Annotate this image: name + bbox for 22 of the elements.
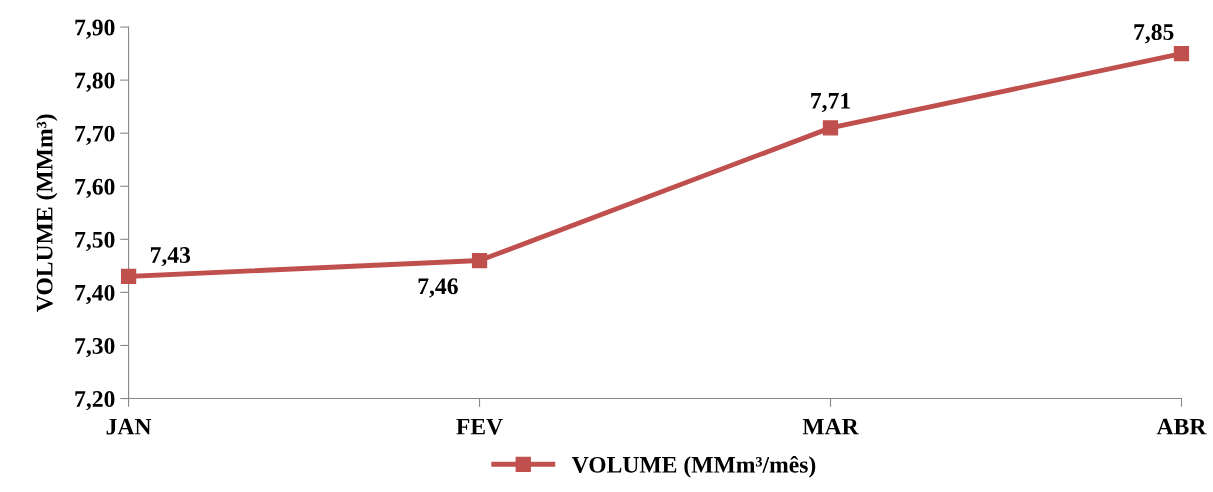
point (471, 252, 488, 269)
x-tick-label: JAN (106, 418, 152, 435)
x-tick-label: FEV (456, 418, 503, 435)
y-tick-label: 7,30 (75, 337, 115, 358)
legend-label: VOLUME (MMm³/mês) (571, 455, 816, 478)
y-tick-label: 7,90 (75, 19, 115, 39)
data-label: 7,43 (150, 247, 191, 267)
data-label: 7,71 (811, 92, 850, 113)
y-tick-label: 7,50 (75, 231, 115, 252)
y-tick-label: 7,20 (75, 391, 115, 411)
y-axis-title: VOLUME (MMm³) (35, 114, 58, 312)
data-label: 7,85 (1134, 24, 1174, 44)
x-tick-label: MAR (802, 418, 859, 435)
y-tick-label: 7,80 (75, 72, 115, 92)
y-tick-label: 7,40 (75, 284, 115, 305)
x-tick-label: ABR (1156, 418, 1207, 435)
y-tick-label: 7,70 (75, 125, 115, 146)
y-tick-label: 7,60 (75, 178, 115, 199)
point (1173, 45, 1190, 62)
point (822, 120, 839, 136)
point (120, 268, 137, 285)
data-label: 7,46 (418, 278, 458, 298)
